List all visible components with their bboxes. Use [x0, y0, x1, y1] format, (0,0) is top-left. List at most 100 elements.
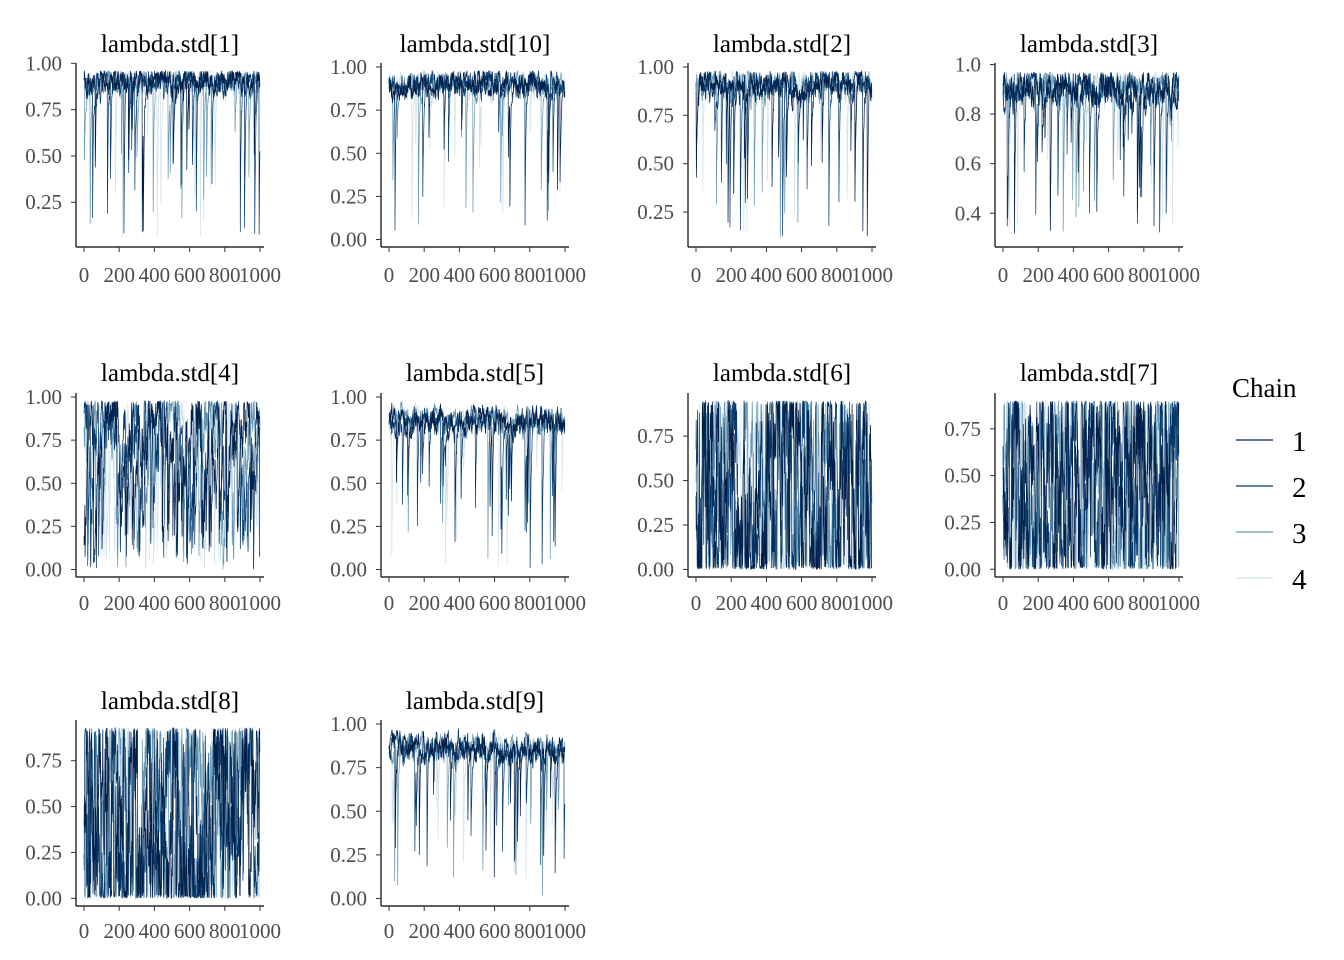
x-tick-label: 400 — [751, 591, 783, 615]
y-tick-label: 0.50 — [25, 144, 62, 168]
x-tick-label: 400 — [139, 591, 171, 615]
x-tick-label: 200 — [103, 263, 135, 287]
x-tick-label: 600 — [786, 263, 818, 287]
chain-1-trace — [83, 70, 261, 233]
x-tick-label: 0 — [384, 263, 395, 287]
panel-title: lambda.std[6] — [713, 360, 851, 387]
x-tick-label: 0 — [79, 919, 90, 943]
x-tick-label: 800 — [514, 591, 546, 615]
x-tick-label: 600 — [786, 591, 818, 615]
x-tick-label: 800 — [514, 263, 546, 287]
trace-panel-7: lambda.std[6] 0.00 0.25 0.50 0.75 0 200 400 600 8… — [637, 360, 893, 615]
x-tick-label: 400 — [751, 263, 783, 287]
x-tick-label: 400 — [1058, 263, 1090, 287]
chain-1-trace — [388, 402, 566, 543]
x-tick-label: 1000 — [239, 263, 281, 287]
y-tick-label: 0.25 — [25, 514, 62, 538]
y-tick-label: 0.25 — [330, 843, 367, 867]
x-tick-label: 800 — [209, 919, 241, 943]
y-tick-label: 0.75 — [25, 749, 62, 773]
x-tick-label: 800 — [209, 263, 241, 287]
chain-2-trace — [695, 70, 873, 236]
trace-panel-3: lambda.std[2] 0.25 0.50 0.75 1.00 0 200 400 600 8… — [637, 31, 893, 287]
x-tick-label: 600 — [1093, 263, 1125, 287]
y-tick-label: 0.75 — [25, 98, 62, 122]
y-tick-label: 0.00 — [637, 557, 674, 581]
y-tick-label: 0.25 — [637, 513, 674, 537]
panel-title: lambda.std[2] — [713, 31, 851, 58]
y-tick-label: 1.00 — [330, 712, 367, 736]
trace-panel-4: lambda.std[3] 0.4 0.6 0.8 1.0 0 200 400 600 80010… — [955, 31, 1200, 287]
legend-label: 4 — [1292, 564, 1307, 596]
x-tick-label: 200 — [408, 591, 440, 615]
y-tick-label: 0.75 — [330, 98, 367, 122]
y-tick-label: 0.75 — [637, 103, 674, 127]
y-tick-label: 0.00 — [25, 886, 62, 910]
y-tick-label: 1.00 — [637, 55, 674, 79]
trace-panel-8: lambda.std[7] 0.00 0.25 0.50 0.75 0 200 400 600 8… — [944, 360, 1200, 615]
panel-title: lambda.std[10] — [400, 31, 551, 58]
x-tick-label: 400 — [444, 263, 476, 287]
x-tick-label: 0 — [691, 263, 702, 287]
y-tick-label: 0.25 — [330, 514, 367, 538]
y-tick-label: 0.00 — [330, 228, 367, 252]
x-tick-label: 400 — [444, 591, 476, 615]
x-tick-label: 1000 — [544, 919, 586, 943]
x-tick-label: 1000 — [1158, 263, 1200, 287]
y-tick-label: 0.75 — [637, 424, 674, 448]
legend-label: 3 — [1292, 518, 1307, 550]
y-tick-label: 0.50 — [637, 469, 674, 493]
x-tick-label: 600 — [479, 919, 511, 943]
y-tick-label: 0.50 — [637, 152, 674, 176]
x-tick-label: 400 — [139, 263, 171, 287]
y-tick-label: 0.50 — [25, 795, 62, 819]
x-tick-label: 800 — [514, 919, 546, 943]
x-tick-label: 400 — [444, 919, 476, 943]
x-tick-label: 400 — [139, 919, 171, 943]
chain-1-trace — [1002, 400, 1180, 570]
y-tick-label: 0.50 — [330, 799, 367, 823]
chain-3-trace — [388, 70, 566, 225]
x-tick-label: 200 — [103, 591, 135, 615]
trace-panel-1: lambda.std[1] 0.25 0.50 0.75 1.00 0 200 400 600 8… — [25, 31, 281, 287]
x-tick-label: 0 — [998, 591, 1009, 615]
panels-layer: lambda.std[1]0.250.500.751.000 200 400 600 8… — [25, 31, 1200, 943]
y-tick-label: 0.4 — [955, 201, 982, 225]
panel-title: lambda.std[1] — [101, 31, 239, 58]
trace-panel-5: lambda.std[4] 0.00 0.25 0.50 0.75 1.00 0 200 400… — [25, 360, 281, 615]
y-tick-label: 0.25 — [637, 200, 674, 224]
chain-1-trace — [1002, 72, 1180, 234]
y-tick-label: 0.00 — [944, 557, 981, 581]
x-tick-label: 1000 — [851, 263, 893, 287]
panel-title: lambda.std[5] — [406, 360, 544, 387]
y-tick-label: 1.00 — [330, 385, 367, 409]
trace-panel-9: lambda.std[8] 0.00 0.25 0.50 0.75 0 200 400 600 8… — [25, 688, 281, 943]
y-tick-label: 0.75 — [330, 756, 367, 780]
x-tick-label: 200 — [715, 591, 747, 615]
trace-panel-2: lambda.std[10] 0.00 0.25 0.50 0.75 1.00 0 200 40… — [330, 31, 586, 287]
x-tick-label: 1000 — [239, 919, 281, 943]
chain-legend: Chain 1 2 3 4 — [1232, 373, 1307, 596]
x-tick-label: 600 — [1093, 591, 1125, 615]
y-tick-label: 0.75 — [330, 428, 367, 452]
y-tick-label: 0.00 — [330, 558, 367, 582]
y-tick-label: 1.0 — [955, 53, 981, 77]
y-tick-label: 0.50 — [330, 141, 367, 165]
chain-1-trace — [695, 69, 873, 237]
y-tick-label: 0.00 — [25, 558, 62, 582]
x-tick-label: 0 — [79, 263, 90, 287]
y-tick-label: 1.00 — [330, 55, 367, 79]
x-tick-label: 200 — [1022, 591, 1054, 615]
y-tick-label: 0.25 — [944, 510, 981, 534]
chain-1-trace — [388, 729, 566, 878]
chain-1-trace — [388, 70, 566, 207]
x-tick-label: 600 — [174, 591, 206, 615]
panel-title: lambda.std[9] — [406, 688, 544, 715]
x-tick-label: 200 — [408, 263, 440, 287]
y-tick-label: 0.6 — [955, 152, 981, 176]
legend-entry-chain-2: 2 — [1236, 472, 1307, 504]
legend-entry-chain-4: 4 — [1236, 564, 1307, 596]
x-tick-label: 1000 — [1158, 591, 1200, 615]
x-tick-label: 600 — [479, 591, 511, 615]
